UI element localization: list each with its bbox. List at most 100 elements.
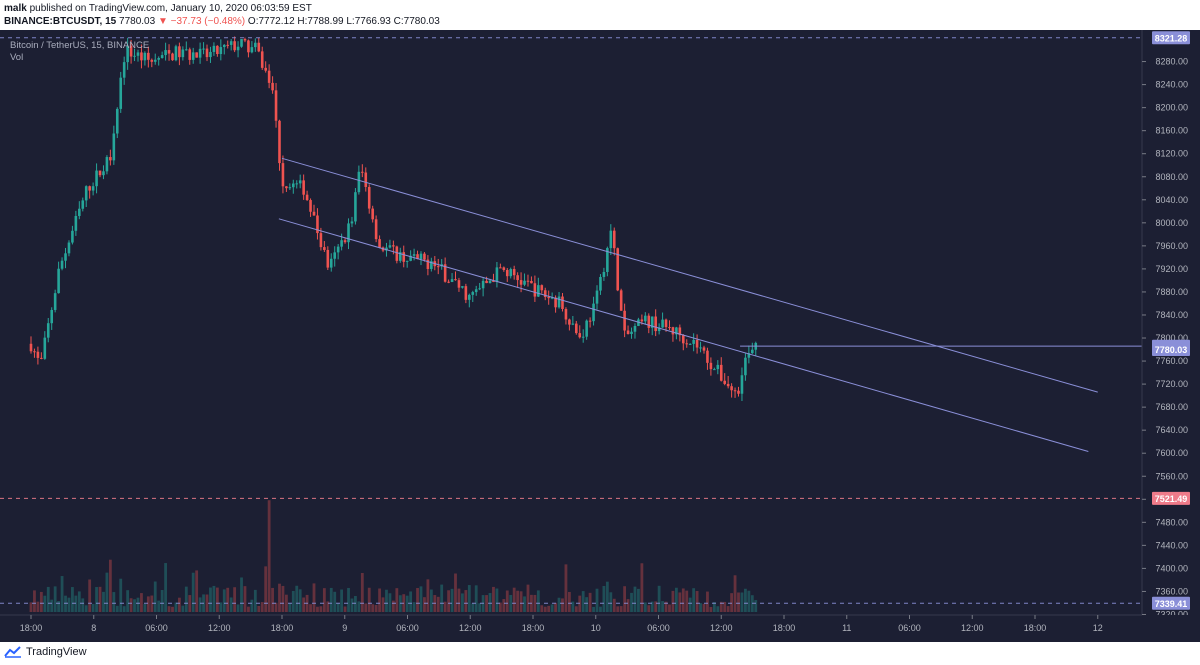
candle-body	[71, 230, 74, 243]
candle-body	[388, 245, 392, 248]
candle-body	[578, 333, 582, 338]
volume-bar	[264, 566, 268, 612]
volume-bar	[295, 585, 299, 612]
volume-bar	[492, 586, 495, 612]
price-marker-label: 8321.28	[1155, 33, 1188, 43]
candle-body	[136, 52, 140, 56]
author-name[interactable]: malk	[4, 3, 27, 14]
volume-bar	[574, 606, 578, 612]
volume-bar	[374, 604, 378, 612]
candle-body	[713, 369, 716, 371]
candle-body	[637, 319, 640, 326]
volume-bar	[250, 599, 254, 612]
candle-body	[495, 267, 499, 282]
candle-body	[198, 48, 202, 58]
volume-bar	[485, 595, 488, 612]
candle-body	[395, 246, 399, 261]
volume-bar	[502, 599, 506, 612]
volume-bar	[271, 587, 274, 612]
price-chart[interactable]: 7320.007360.007400.007440.007480.007520.…	[0, 30, 1200, 642]
last-price: 7780.03	[119, 16, 156, 27]
candle-body	[654, 316, 657, 332]
volume-bar	[391, 600, 395, 612]
volume-bar	[650, 601, 654, 612]
volume-bar	[554, 602, 557, 612]
candle-body	[178, 46, 181, 58]
volume-bar	[747, 590, 751, 612]
price-marker-label-bg	[1152, 491, 1190, 505]
volume-bar	[167, 606, 171, 612]
candle-body	[40, 357, 43, 359]
volume-bar	[419, 586, 423, 612]
candle-body	[630, 331, 633, 335]
candle-body	[668, 327, 671, 329]
price-marker-label-bg	[1152, 31, 1190, 45]
high-value: H:7788.99	[297, 16, 344, 27]
candle-body	[102, 171, 105, 176]
volume-bar	[550, 604, 554, 612]
candle-body	[122, 62, 126, 78]
volume-bar	[664, 601, 668, 612]
candle-body	[295, 183, 299, 185]
candle-body	[361, 171, 364, 173]
candle-body	[350, 221, 354, 224]
chart-area[interactable]: 7320.007360.007400.007440.007480.007520.…	[0, 30, 1200, 642]
volume-bar	[171, 606, 174, 612]
volume-bar	[706, 591, 709, 612]
volume-bar	[233, 587, 237, 612]
volume-bar	[329, 587, 333, 612]
volume-bar	[108, 559, 112, 612]
price-tick-label: 7760.00	[1155, 356, 1188, 366]
volume-bar	[146, 596, 150, 612]
candle-body	[29, 343, 33, 352]
volume-bar	[561, 598, 564, 612]
time-tick-label: 12	[1093, 623, 1103, 633]
candle-body	[160, 55, 164, 59]
candle-body	[312, 211, 316, 216]
candle-body	[112, 133, 116, 161]
volume-bar	[326, 601, 330, 612]
footer: TradingView	[0, 642, 1200, 665]
candle-body	[298, 180, 302, 184]
legend-volume[interactable]: Vol	[10, 52, 24, 63]
volume-bar	[195, 570, 199, 612]
candle-body	[133, 55, 136, 57]
candle-body	[699, 347, 702, 349]
volume-bar	[699, 603, 702, 612]
volume-bar	[205, 594, 209, 612]
candle-body	[140, 52, 143, 61]
candle-body	[533, 283, 537, 297]
tradingview-logo[interactable]: TradingView	[4, 646, 87, 658]
volume-bar	[253, 589, 257, 612]
candle-body	[129, 45, 133, 57]
volume-bar	[719, 601, 723, 612]
candle-body	[378, 239, 381, 248]
legend-title[interactable]: Bitcoin / TetherUS, 15, BINANCE	[10, 40, 150, 51]
candle-body	[657, 327, 661, 332]
volume-bar	[71, 587, 74, 612]
time-tick-label: 10	[591, 623, 601, 633]
candle-body	[233, 41, 236, 51]
price-tick-label: 8000.00	[1155, 218, 1188, 228]
volume-bar	[29, 602, 33, 612]
candle-body	[191, 52, 195, 60]
candle-body	[540, 285, 544, 291]
candle-body	[385, 247, 388, 251]
candle-body	[543, 290, 547, 298]
candle-body	[626, 330, 630, 335]
candle-body	[236, 46, 240, 51]
volume-bar	[343, 606, 347, 612]
candle-body	[561, 296, 564, 310]
candle-body	[247, 40, 250, 53]
candle-body	[454, 279, 457, 281]
candle-body	[254, 42, 257, 48]
candle-body	[367, 186, 371, 209]
volume-bar	[643, 602, 647, 612]
volume-bar	[50, 599, 54, 612]
candle-body	[554, 297, 557, 308]
volume-bar	[115, 605, 119, 612]
candle-body	[557, 296, 561, 308]
volume-bar	[143, 604, 147, 612]
candle-body	[78, 208, 81, 216]
candle-body	[409, 255, 412, 261]
